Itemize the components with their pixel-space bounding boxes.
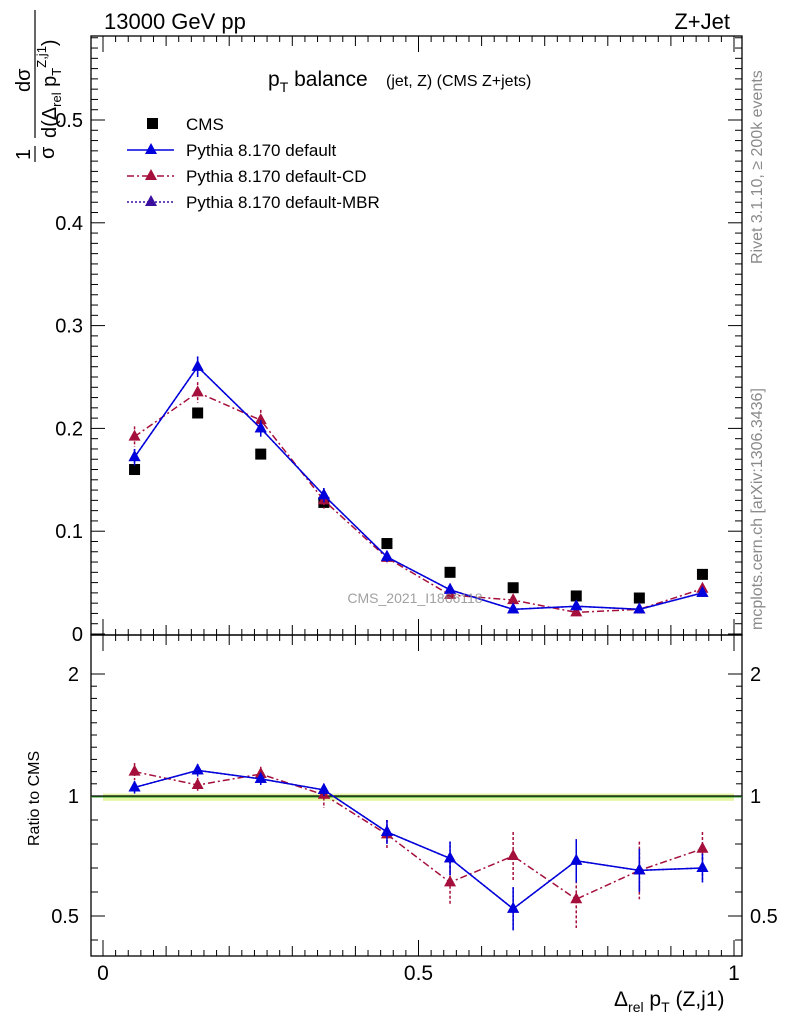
ratio-marker (191, 763, 204, 775)
main-marker (507, 593, 520, 605)
svg-text:σ: σ (37, 146, 59, 159)
cms-data-point (507, 582, 519, 594)
main-y-tick-label: 0.2 (55, 418, 83, 440)
svg-text:d(Δrel pTZ,j1): d(Δrel pTZ,j1) (34, 39, 64, 138)
ratio-marker (696, 841, 709, 853)
x-tick-label: 0 (97, 962, 109, 985)
main-marker (696, 585, 709, 597)
title-sub: T (280, 79, 289, 95)
ratio-marker (317, 782, 330, 794)
ratio-y-tick-label-right: 2 (750, 664, 761, 686)
cms-data-point (255, 448, 267, 460)
ratio-marker (507, 901, 520, 913)
main-y-tick-label: 0.5 (55, 110, 83, 132)
main-marker (191, 385, 204, 397)
data-marks (91, 356, 742, 931)
legend-mbr-marker (145, 195, 157, 206)
main-y-tick-label: 0.4 (55, 213, 83, 235)
svg-text:1: 1 (13, 149, 35, 160)
main-marker (191, 359, 204, 371)
ratio-marker (507, 849, 520, 860)
main-series-line (133, 365, 703, 611)
ratio-series-line (134, 769, 703, 910)
main-marker (570, 605, 583, 617)
ratio-marker (191, 778, 204, 790)
svg-text:dσ: dσ (13, 68, 35, 92)
plot-title: pT balance (268, 68, 368, 95)
main-marker (570, 599, 583, 611)
legend: CMS Pythia 8.170 default Pythia 8.170 de… (127, 115, 380, 212)
ratio-marker (254, 771, 267, 783)
legend-cms-label: CMS (186, 115, 224, 134)
ratio-y-tick-label: 0.5 (51, 906, 79, 928)
cms-data-point (129, 464, 141, 476)
legend-cd-label: Pythia 8.170 default-CD (186, 167, 367, 186)
main-marker (317, 488, 330, 500)
x-tick-label: 1 (728, 962, 740, 985)
main-marker (254, 413, 267, 425)
ratio-series-line (134, 770, 703, 901)
main-marker (633, 602, 646, 614)
cms-data-point (381, 538, 393, 550)
main-marker (507, 602, 520, 614)
ratio-marker (570, 853, 583, 865)
title-balance: balance (288, 68, 367, 91)
main-y-tick-label: 0.3 (55, 316, 83, 338)
main-series-line (134, 391, 703, 614)
ratio-y-tick-label: 2 (68, 664, 79, 686)
axis-ticks: 0 0.1 0.2 0.3 0.4 0.5 0 0.5 1 0.5 0.5 1 1 2 2 (51, 36, 778, 985)
cms-data-point (192, 407, 204, 419)
header-left: 13000 GeV pp (104, 9, 246, 34)
cms-data-point (444, 566, 456, 578)
plot-title-small: (jet, Z) (CMS Z+jets) (386, 73, 531, 90)
analysis-watermark: CMS_2021_I1866118 (347, 590, 482, 606)
ratio-y-axis-label: Ratio to CMS (26, 751, 43, 846)
main-marker (128, 429, 141, 441)
ratio-y-tick-label: 1 (68, 786, 79, 808)
ratio-marker (128, 764, 141, 776)
header-right: Z+Jet (674, 9, 730, 34)
ratio-marker (570, 892, 583, 904)
cms-data-point (633, 592, 645, 604)
title-p: p (268, 68, 280, 91)
legend-default-label: Pythia 8.170 default (186, 141, 337, 160)
main-marker (128, 450, 141, 462)
top-y-axis-label: 1 σ dσ d(Δrel pTZ,j1) (13, 10, 64, 162)
cms-data-point (570, 590, 582, 602)
main-marker (254, 421, 267, 433)
ratio-marker (128, 780, 141, 792)
ratio-marker (380, 825, 393, 836)
legend-cd-marker (145, 169, 157, 180)
ratio-marker (444, 851, 457, 863)
main-y-tick-label: 0.1 (55, 521, 83, 543)
main-marker (444, 582, 457, 594)
cms-data-point (696, 568, 708, 580)
x-tick-label: 0.5 (404, 962, 433, 985)
ratio-y-tick-label-right: 0.5 (750, 906, 778, 928)
ratio-marker (444, 875, 457, 887)
ratio-marker (696, 861, 709, 872)
mcplots-label: mcplots.cern.ch [arXiv:1306.3436] (749, 388, 766, 630)
main-marker (380, 549, 393, 561)
ratio-series-line (134, 769, 703, 910)
rivet-label: Rivet 3.1.10, ≥ 200k events (749, 70, 766, 264)
ratio-marker (633, 863, 646, 875)
ratio-y-tick-label-right: 1 (750, 786, 761, 808)
x-axis-label: Δrel pT (Z,j1) (614, 988, 725, 1015)
main-y-tick-label: 0 (72, 624, 83, 646)
legend-default-marker (145, 143, 157, 154)
legend-cms-marker (147, 118, 158, 129)
legend-mbr-label: Pythia 8.170 default-MBR (186, 193, 380, 212)
